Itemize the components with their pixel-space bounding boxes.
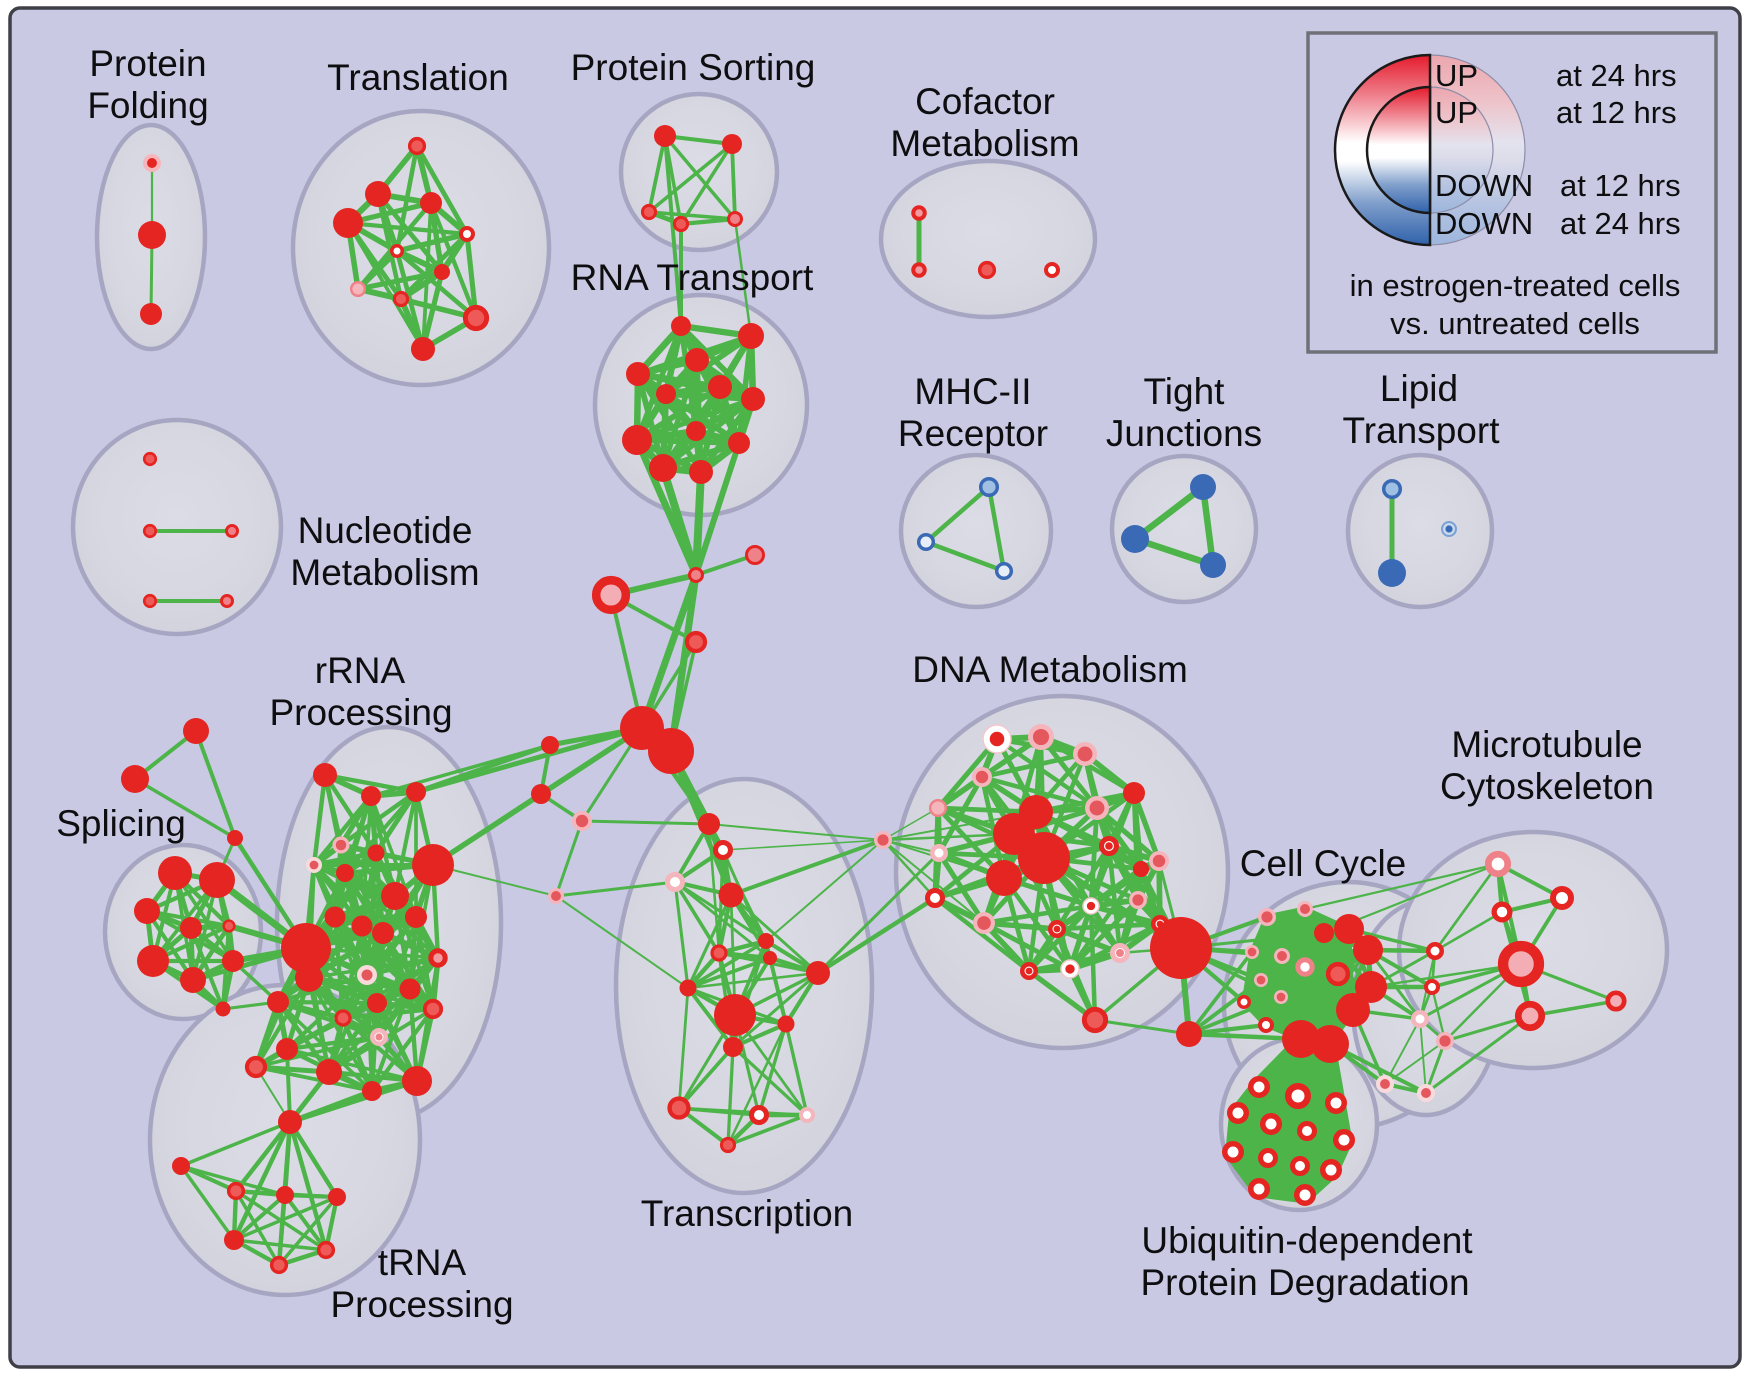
svg-text:UP: UP: [1435, 95, 1478, 130]
svg-text:DOWN: DOWN: [1435, 206, 1533, 241]
svg-text:at 24 hrs: at 24 hrs: [1556, 58, 1677, 93]
svg-text:Junctions: Junctions: [1106, 413, 1262, 454]
svg-text:Protein: Protein: [89, 43, 206, 84]
svg-text:DNA Metabolism: DNA Metabolism: [912, 649, 1188, 690]
svg-text:Transport: Transport: [1343, 410, 1501, 451]
svg-text:Processing: Processing: [269, 692, 452, 733]
svg-text:DOWN: DOWN: [1435, 168, 1533, 203]
svg-text:Cofactor: Cofactor: [915, 81, 1055, 122]
svg-text:Protein Sorting: Protein Sorting: [571, 47, 816, 88]
svg-text:Receptor: Receptor: [898, 413, 1048, 454]
svg-text:Transcription: Transcription: [641, 1193, 853, 1234]
svg-text:at 12 hrs: at 12 hrs: [1556, 95, 1677, 130]
svg-text:tRNA: tRNA: [378, 1242, 467, 1283]
svg-text:Metabolism: Metabolism: [290, 552, 479, 593]
svg-text:Splicing: Splicing: [56, 803, 186, 844]
svg-text:Processing: Processing: [330, 1284, 513, 1325]
svg-text:in estrogen-treated cells: in estrogen-treated cells: [1350, 268, 1681, 303]
svg-text:Microtubule: Microtubule: [1451, 724, 1642, 765]
svg-text:at 12 hrs: at 12 hrs: [1560, 168, 1681, 203]
svg-text:Ubiquitin-dependent: Ubiquitin-dependent: [1141, 1220, 1473, 1261]
svg-text:Translation: Translation: [327, 57, 509, 98]
svg-text:Nucleotide: Nucleotide: [298, 510, 473, 551]
svg-text:MHC-II: MHC-II: [914, 371, 1031, 412]
svg-text:Cell Cycle: Cell Cycle: [1240, 843, 1407, 884]
svg-text:Cytoskeleton: Cytoskeleton: [1440, 766, 1654, 807]
svg-text:RNA Transport: RNA Transport: [571, 257, 814, 298]
svg-text:Protein Degradation: Protein Degradation: [1140, 1262, 1469, 1303]
svg-text:vs. untreated cells: vs. untreated cells: [1390, 306, 1640, 341]
svg-text:rRNA: rRNA: [315, 650, 406, 691]
svg-text:Metabolism: Metabolism: [890, 123, 1079, 164]
svg-text:at 24 hrs: at 24 hrs: [1560, 206, 1681, 241]
svg-text:Tight: Tight: [1144, 371, 1226, 412]
svg-text:UP: UP: [1435, 58, 1478, 93]
svg-text:Lipid: Lipid: [1380, 368, 1458, 409]
svg-text:Folding: Folding: [87, 85, 208, 126]
